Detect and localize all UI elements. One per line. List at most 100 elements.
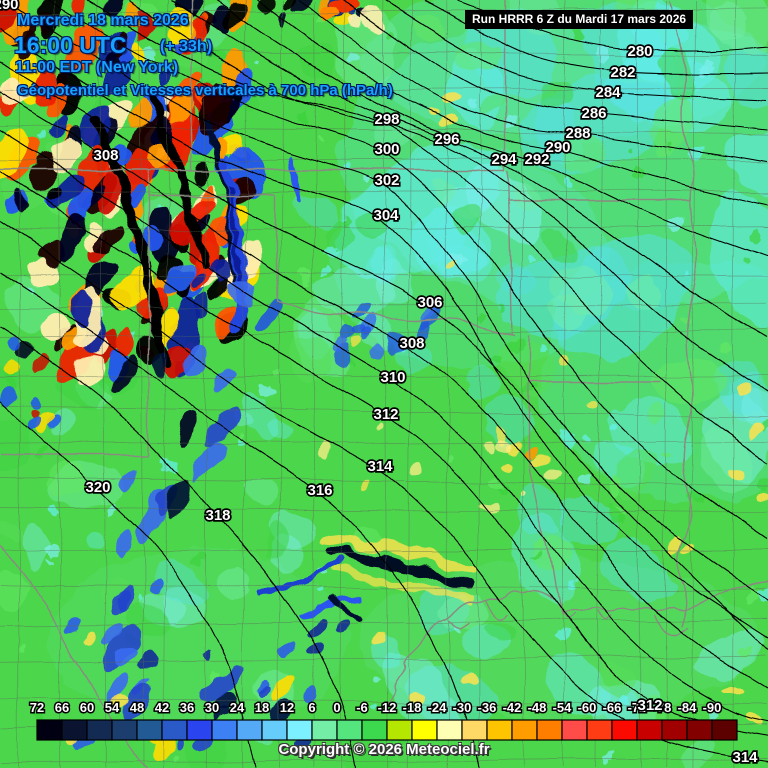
- contour-label: 302: [374, 172, 399, 189]
- scale-cell: [211, 719, 238, 741]
- contour-label: 312: [637, 697, 662, 714]
- scale-label: -72: [628, 700, 647, 715]
- contour-line-290: [257, 0, 768, 206]
- scale-cell: [111, 719, 138, 741]
- valid-time-local-label: 11:00 EDT (New York): [15, 59, 179, 76]
- scale-label: 72: [30, 700, 44, 715]
- scale-label: 66: [55, 700, 69, 715]
- scale-cell: [311, 719, 338, 741]
- scale-cell: [361, 719, 388, 741]
- scale-label: -18: [403, 700, 422, 715]
- contour-line-320: [0, 399, 256, 768]
- contour-line-286: [341, 0, 768, 131]
- scale-cell: [636, 719, 663, 741]
- model-run-info: Run HRRR 6 Z du Mardi 17 mars 2026: [465, 10, 694, 29]
- scale-cell: [486, 719, 513, 741]
- scale-cell: [36, 719, 63, 741]
- contour-line-288: [299, 0, 768, 164]
- scale-cell: [661, 719, 688, 741]
- contour-line-300: [47, 0, 768, 541]
- scale-label: -24: [428, 700, 448, 715]
- contour-label: 284: [595, 84, 621, 101]
- scale-cell: [136, 719, 163, 741]
- contour-label: 300: [374, 141, 399, 158]
- scale-cell: [511, 719, 538, 741]
- scale-cell: [711, 719, 738, 741]
- contour-line-296: [129, 0, 768, 393]
- scale-cell: [186, 719, 213, 741]
- scale-label: 18: [255, 700, 269, 715]
- scale-label: 36: [180, 700, 194, 715]
- forecast-offset-label: (+ 33h): [160, 38, 213, 55]
- contour-label: 282: [610, 64, 635, 81]
- contour-label: 308: [399, 335, 424, 352]
- contour-line-304: [0, 29, 768, 639]
- copyright-notice: Copyright © 2026 Meteociel.fr: [278, 741, 490, 758]
- contour-line-294: [171, 0, 768, 339]
- scale-label: -84: [678, 700, 698, 715]
- contour-label: 298: [374, 111, 399, 128]
- contour-label: 290: [545, 139, 570, 156]
- contour-label: 288: [565, 125, 590, 142]
- contour-line-298: [87, 0, 768, 463]
- valid-date-label: Mercredi 18 mars 2026: [17, 12, 189, 29]
- contour-line-282: [424, 0, 768, 75]
- scale-cell: [261, 719, 288, 741]
- scale-label: -30: [453, 700, 472, 715]
- scale-label: 30: [205, 700, 219, 715]
- contour-label: 290: [0, 0, 19, 13]
- contour-label: 292: [524, 151, 549, 168]
- contour-label: 320: [85, 479, 110, 496]
- scale-label: 48: [130, 700, 144, 715]
- contour-label: 312: [373, 406, 398, 423]
- scale-cell: [611, 719, 638, 741]
- scale-label: -60: [578, 700, 597, 715]
- contour-line-308: [0, 91, 768, 689]
- contour-line-292: [214, 0, 768, 258]
- scale-cell: [236, 719, 263, 741]
- scale-label: -66: [603, 700, 622, 715]
- scale-cell: [286, 719, 313, 741]
- contour-line-312: [0, 171, 768, 736]
- scale-label: -78: [653, 700, 672, 715]
- scale-label: 24: [230, 700, 245, 715]
- scale-label: -54: [553, 700, 573, 715]
- contour-label: 318: [205, 507, 230, 524]
- scale-cell: [561, 719, 588, 741]
- contour-label: 294: [491, 151, 517, 168]
- scale-cell: [586, 719, 613, 741]
- scale-label: -12: [378, 700, 397, 715]
- scale-label: 0: [333, 700, 340, 715]
- contour-line-306: [0, 61, 768, 651]
- contour-label: 286: [581, 105, 606, 122]
- scale-cell: [461, 719, 488, 741]
- scale-cell: [161, 719, 188, 741]
- scale-label: -36: [478, 700, 497, 715]
- contour-label: 308: [93, 147, 118, 164]
- scale-cell: [336, 719, 363, 741]
- scale-label: 42: [155, 700, 169, 715]
- scale-cell: [536, 719, 563, 741]
- map-parameter-title: Géopotentiel et Vitesses verticales à 70…: [17, 82, 393, 99]
- valid-time-utc-label: 16:00 UTC: [14, 32, 127, 58]
- contour-line-318: [0, 327, 356, 768]
- scale-cell: [386, 719, 413, 741]
- scale-label: -6: [356, 700, 368, 715]
- scale-cell: [411, 719, 438, 741]
- contour-line-284: [384, 0, 768, 101]
- scale-label: 12: [280, 700, 294, 715]
- scale-cell: [61, 719, 88, 741]
- contour-label: 314: [367, 458, 393, 475]
- contour-label: 306: [417, 294, 442, 311]
- scale-cell: [686, 719, 713, 741]
- contour-label: 310: [380, 369, 405, 386]
- contour-line-302: [5, 0, 768, 601]
- contour-label: 280: [627, 43, 652, 60]
- scale-cell: [86, 719, 113, 741]
- contour-label: 296: [434, 131, 459, 148]
